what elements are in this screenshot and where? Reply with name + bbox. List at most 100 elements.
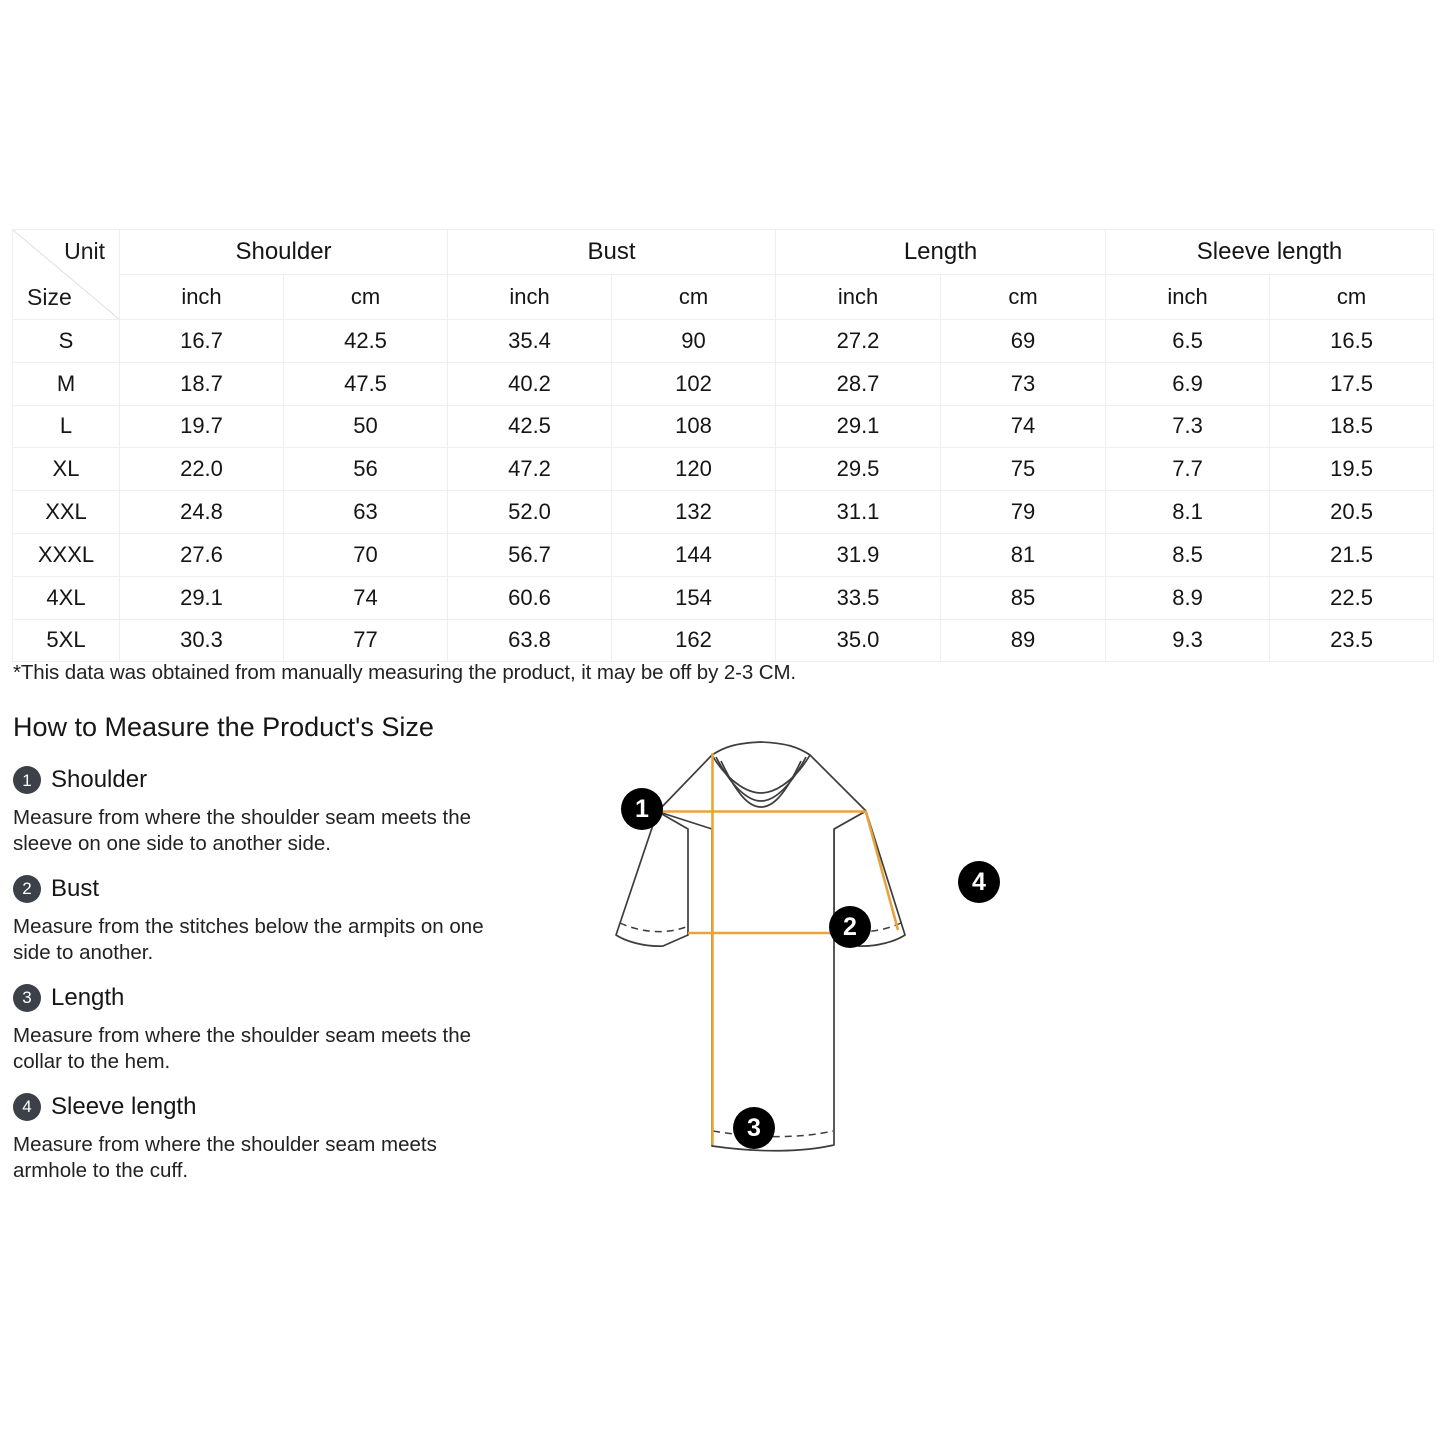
instruction-body: Measure from where the shoulder seam mee… bbox=[13, 1132, 437, 1183]
cell-value: 47.2 bbox=[447, 447, 613, 492]
header-group-row: Unit Size Shoulder Bust Length Sleeve le… bbox=[12, 229, 1435, 320]
cell-value: 21.5 bbox=[1269, 532, 1435, 577]
cell-value: 108 bbox=[611, 404, 777, 449]
cell-value: 8.1 bbox=[1105, 490, 1271, 534]
collar-icon bbox=[711, 754, 811, 808]
cell-value: 60.6 bbox=[447, 575, 613, 620]
cell-value: 162 bbox=[611, 618, 777, 663]
cell-value: 63.8 bbox=[447, 618, 613, 663]
cell-size: M bbox=[12, 361, 120, 406]
cell-value: 102 bbox=[611, 361, 777, 406]
cell-value: 27.6 bbox=[119, 532, 284, 577]
number-badge-2-icon: 2 bbox=[13, 874, 41, 903]
table-row: 5XL 30.3 77 63.8 162 35.0 89 9.3 23.5 bbox=[12, 618, 1435, 663]
cell-value: 42.5 bbox=[282, 319, 449, 363]
column-group-length: Length bbox=[775, 229, 1107, 275]
cell-value: 16.7 bbox=[119, 319, 284, 363]
number-badge-1-icon: 1 bbox=[13, 766, 41, 794]
cell-value: 40.2 bbox=[447, 361, 613, 406]
cell-value: 23.5 bbox=[1269, 618, 1435, 663]
cell-value: 9.3 bbox=[1105, 618, 1271, 663]
subheader-length-cm: cm bbox=[940, 274, 1107, 320]
cell-value: 31.1 bbox=[775, 490, 942, 534]
cell-value: 28.7 bbox=[775, 361, 942, 406]
cell-value: 52.0 bbox=[447, 490, 613, 534]
cell-value: 132 bbox=[611, 490, 777, 534]
cell-value: 75 bbox=[940, 447, 1107, 492]
svg-text:4: 4 bbox=[972, 868, 986, 896]
subheader-sleeve-inch: inch bbox=[1105, 274, 1271, 320]
cell-value: 73 bbox=[940, 361, 1107, 406]
instruction-header: 4 Sleeve length bbox=[13, 1092, 523, 1121]
corner-unit-label: Unit bbox=[64, 238, 105, 264]
cell-value: 22.0 bbox=[119, 447, 284, 492]
corner-size-label: Size bbox=[27, 284, 72, 310]
subheader-length-inch: inch bbox=[775, 274, 942, 320]
measurement-disclaimer: *This data was obtained from manually me… bbox=[13, 661, 797, 684]
cell-value: 70 bbox=[282, 532, 449, 577]
instruction-body: Measure from where the shoulder seam mee… bbox=[13, 1023, 472, 1074]
tshirt-diagram-svg: 1 2 3 4 bbox=[615, 741, 1000, 1152]
column-group-sleeve-length: Sleeve length bbox=[1105, 229, 1435, 275]
cell-size: XXXL bbox=[12, 532, 120, 577]
header-subunit-row: inch cm inch cm inch cm inch cm bbox=[13, 274, 1435, 320]
cell-value: 85 bbox=[940, 575, 1107, 620]
instruction-title: Shoulder bbox=[51, 766, 148, 793]
svg-text:3: 3 bbox=[747, 1114, 761, 1142]
diagram-marker-3: 3 bbox=[733, 1107, 775, 1149]
how-to-measure-heading: How to Measure the Product's Size bbox=[13, 712, 434, 742]
cell-value: 29.1 bbox=[119, 575, 284, 620]
number-badge-3-icon: 3 bbox=[13, 983, 41, 1012]
cell-size: 4XL bbox=[12, 575, 120, 620]
cell-value: 18.7 bbox=[119, 361, 284, 406]
cell-value: 89 bbox=[940, 618, 1107, 663]
column-group-shoulder: Shoulder bbox=[118, 229, 449, 275]
svg-text:2: 2 bbox=[843, 913, 857, 941]
cell-value: 120 bbox=[611, 447, 777, 492]
instruction-item-bust: 2 Bust Measure from the stitches below t… bbox=[13, 874, 523, 966]
cell-value: 63 bbox=[282, 490, 449, 534]
cell-value: 20.5 bbox=[1269, 490, 1435, 534]
instruction-item-length: 3 Length Measure from where the shoulder… bbox=[13, 983, 523, 1075]
cell-size: L bbox=[12, 404, 120, 449]
cell-value: 30.3 bbox=[119, 618, 284, 663]
cell-value: 29.1 bbox=[775, 404, 942, 449]
column-group-bust: Bust bbox=[447, 229, 777, 275]
cell-value: 33.5 bbox=[775, 575, 942, 620]
subheader-shoulder-inch: inch bbox=[119, 274, 284, 320]
svg-text:1: 1 bbox=[635, 795, 649, 823]
cell-value: 31.9 bbox=[775, 532, 942, 577]
cell-value: 47.5 bbox=[282, 361, 449, 406]
cell-value: 7.7 bbox=[1105, 447, 1271, 492]
cell-value: 74 bbox=[940, 404, 1107, 449]
table-header: Unit Size Shoulder Bust Length Sleeve le… bbox=[12, 229, 1435, 320]
cell-value: 35.4 bbox=[447, 319, 613, 363]
instruction-title: Sleeve length bbox=[51, 1092, 197, 1120]
cell-value: 6.9 bbox=[1105, 361, 1271, 406]
table-row: XL 22.0 56 47.2 120 29.5 75 7.7 19.5 bbox=[12, 447, 1435, 492]
subheader-shoulder-cm: cm bbox=[282, 274, 449, 320]
measurement-lines bbox=[656, 753, 900, 1145]
cell-value: 56 bbox=[282, 447, 449, 492]
diagram-marker-2: 2 bbox=[829, 906, 871, 948]
cell-value: 154 bbox=[611, 575, 777, 620]
instruction-item-sleeve-length: 4 Sleeve length Measure from where the s… bbox=[13, 1092, 523, 1184]
table-row: S 16.7 42.5 35.4 90 27.2 69 6.5 16.5 bbox=[12, 319, 1435, 363]
cell-value: 17.5 bbox=[1269, 361, 1435, 406]
measure-instructions-list: 1 Shoulder Measure from where the should… bbox=[13, 766, 523, 1202]
cell-value: 42.5 bbox=[447, 404, 613, 449]
subheader-bust-cm: cm bbox=[611, 274, 777, 320]
cell-value: 8.5 bbox=[1105, 532, 1271, 577]
diagram-markers: 1 2 3 4 bbox=[621, 788, 1000, 1149]
cell-value: 18.5 bbox=[1269, 404, 1435, 449]
table-body: S 16.7 42.5 35.4 90 27.2 69 6.5 16.5 M 1… bbox=[12, 319, 1435, 663]
cell-value: 29.5 bbox=[775, 447, 942, 492]
cell-size: S bbox=[12, 319, 120, 363]
cell-value: 35.0 bbox=[775, 618, 942, 663]
cell-value: 56.7 bbox=[447, 532, 613, 577]
diagram-marker-1: 1 bbox=[621, 788, 663, 830]
table-row: 4XL 29.1 74 60.6 154 33.5 85 8.9 22.5 bbox=[12, 575, 1435, 620]
cell-value: 7.3 bbox=[1105, 404, 1271, 449]
table-row: XXL 24.8 63 52.0 132 31.1 79 8.1 20.5 bbox=[12, 490, 1435, 534]
cell-value: 90 bbox=[611, 319, 777, 363]
